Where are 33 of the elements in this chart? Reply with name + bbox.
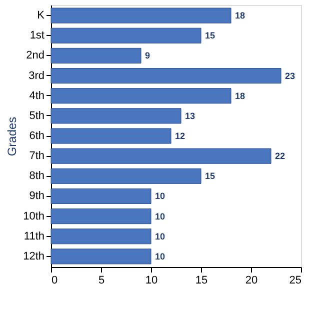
data-label: 10 <box>155 211 166 222</box>
y-tick-label: 2nd <box>26 50 44 62</box>
y-tick-label: 11th <box>24 230 44 242</box>
y-tick-label: 3rd <box>28 70 44 82</box>
y-tick-label: K <box>37 10 46 22</box>
x-tick-label: 20 <box>245 274 258 286</box>
x-tick-label: 10 <box>145 274 158 286</box>
x-tick-label: 5 <box>98 274 105 286</box>
y-tick-label: 8th <box>29 170 44 182</box>
x-tick-label: 0 <box>52 274 58 286</box>
data-label: 23 <box>285 70 296 81</box>
y-axis-title: Grades <box>5 116 20 156</box>
y-tick-label: 5th <box>29 110 44 122</box>
data-label: 10 <box>155 231 166 242</box>
y-tick-label: 1st <box>30 30 44 42</box>
data-label: 22 <box>275 151 286 162</box>
y-tick-label: 10th <box>23 210 44 222</box>
y-tick-label: 6th <box>29 130 44 142</box>
y-tick-label: 4th <box>29 90 44 102</box>
data-label: 18 <box>235 90 246 101</box>
data-label: 12 <box>175 131 186 141</box>
data-label: 15 <box>205 30 216 41</box>
x-tick-label: 15 <box>195 274 208 286</box>
data-label: 13 <box>185 110 196 121</box>
y-tick-label: 7th <box>29 150 44 162</box>
data-label: 15 <box>205 171 216 182</box>
y-tick-label: 12th <box>23 250 44 262</box>
data-label: 18 <box>235 10 246 21</box>
y-tick-label: 9th <box>29 190 44 202</box>
data-label: 10 <box>155 251 166 262</box>
data-label: 9 <box>145 50 150 61</box>
data-label: 10 <box>155 191 166 202</box>
x-tick-label: 25 <box>289 274 302 286</box>
